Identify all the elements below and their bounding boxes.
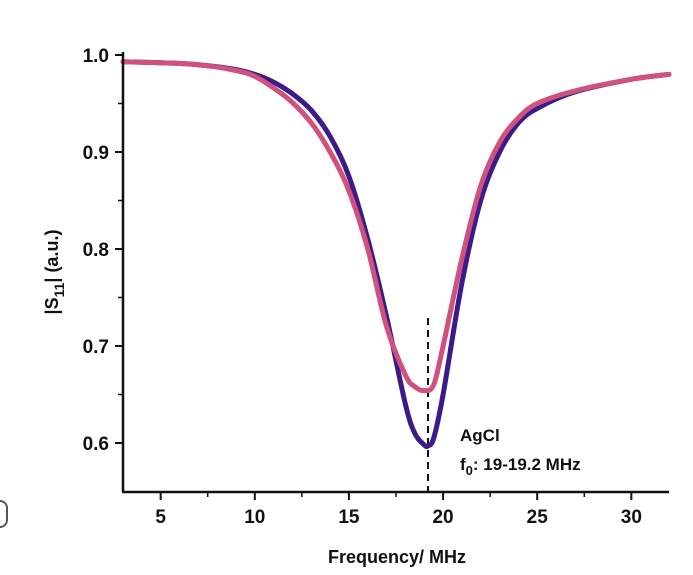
x-tick-label-4: 25: [527, 507, 549, 528]
y-axis-title: |S11| (a.u.): [42, 230, 67, 315]
series-line-1: [120, 59, 672, 450]
x-tick-label-3: 20: [432, 507, 453, 528]
annotation-resonance: f0: 19-19.2 MHz: [460, 455, 581, 478]
y-axis-title-prefix: |S: [42, 297, 62, 314]
annotation-compound: AgCl: [460, 426, 500, 445]
annotation-f-subscript: 0: [466, 463, 473, 478]
y-tick-label-0: 0.6: [83, 434, 109, 455]
cropped-edge-mark: [0, 500, 8, 528]
x-tick-label-1: 10: [244, 507, 265, 528]
series-line-2: [120, 59, 672, 394]
y-tick-label-1: 0.7: [83, 337, 109, 358]
y-tick-label-3: 0.9: [83, 143, 109, 164]
series-layer: [120, 59, 672, 450]
annotation-f-symbol: f: [460, 455, 466, 474]
annotation-f-value: : 19-19.2 MHz: [473, 455, 581, 474]
y-axis-title-subscript: 11: [51, 282, 67, 297]
y-axis-title-suffix: | (a.u.): [42, 230, 62, 283]
x-tick-label-0: 5: [155, 507, 166, 528]
x-tick-label-5: 30: [621, 507, 642, 528]
y-axis-ticks: 0.6 0.7 0.8 0.9 1.0: [83, 46, 123, 455]
x-axis-title: Frequency/ MHz: [328, 547, 466, 567]
x-axis-ticks: 5 10 15 20 25 30: [155, 492, 642, 528]
y-tick-label-2: 0.8: [83, 240, 109, 261]
y-tick-label-4: 1.0: [83, 46, 109, 67]
x-tick-label-2: 15: [338, 507, 360, 528]
